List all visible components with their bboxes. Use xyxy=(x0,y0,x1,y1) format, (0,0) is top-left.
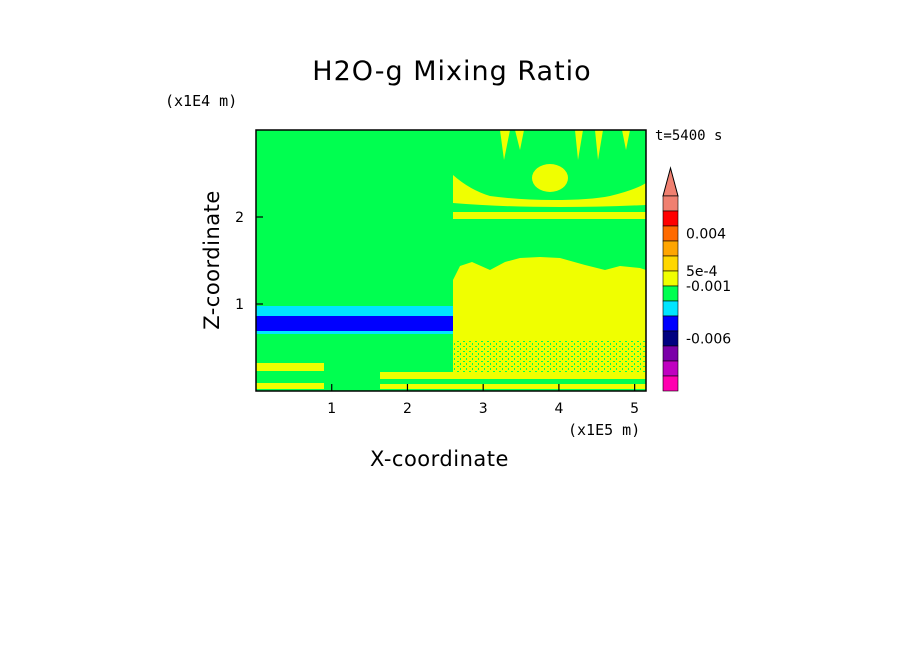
colorbar-label: -0.006 xyxy=(686,332,731,348)
colorbar-swatch xyxy=(662,255,679,272)
colorbar-swatch xyxy=(662,345,679,362)
yellow-streaks-top xyxy=(500,130,630,160)
colorbar-swatch xyxy=(662,315,679,332)
y-tick-label: 1 xyxy=(235,297,244,313)
colorbar-swatch xyxy=(662,270,679,287)
yellow-dome xyxy=(532,164,568,192)
colorbar-label: 0.004 xyxy=(686,227,726,243)
yellow-stripe xyxy=(453,212,646,219)
colorbar-label: -0.001 xyxy=(686,279,731,295)
yellow-blob-upper xyxy=(453,175,646,207)
yellow-low-left xyxy=(256,363,324,371)
colorbar-swatch xyxy=(662,375,679,392)
cyan-band-lower xyxy=(256,331,453,334)
colorbar-label: 5e-4 xyxy=(686,264,718,280)
yellow-low-left-2 xyxy=(256,383,324,389)
colorbar-labels: 0.004 5e-4-0.001 -0.006 xyxy=(686,227,731,348)
blue-band xyxy=(256,316,453,331)
x-axis-unit: (x1E5 m) xyxy=(568,421,641,439)
time-label: t=5400 s xyxy=(655,128,723,144)
y-tick-label: 2 xyxy=(235,210,244,226)
colorbar-swatch xyxy=(662,225,679,242)
colorbar-swatch xyxy=(662,330,679,347)
chart-title: H2O-g Mixing Ratio xyxy=(312,56,592,87)
x-tick-label: 3 xyxy=(479,401,488,417)
colorbar-swatch xyxy=(662,285,679,302)
colorbar-swatch xyxy=(662,360,679,377)
colorbar-swatch xyxy=(662,210,679,227)
y-axis-unit: (x1E4 m) xyxy=(165,92,238,110)
y-axis-ticks: 12 xyxy=(235,210,263,313)
x-axis-label: X-coordinate xyxy=(370,447,509,471)
colorbar-extend-arrow xyxy=(662,166,679,197)
contour-field xyxy=(256,130,646,391)
x-tick-label: 5 xyxy=(630,401,639,417)
yellow-low-right-2 xyxy=(380,384,646,389)
x-tick-label: 4 xyxy=(554,401,563,417)
colorbar-swatch xyxy=(662,195,679,212)
x-axis-ticks: 1 2 3 4 5 xyxy=(327,384,639,417)
x-tick-label: 1 xyxy=(327,401,336,417)
speckle-region xyxy=(453,340,646,374)
colorbar xyxy=(662,166,679,392)
plot-frame xyxy=(255,129,647,392)
x-tick-label: 2 xyxy=(403,401,412,417)
cyan-band xyxy=(256,306,453,316)
colorbar-swatch xyxy=(662,240,679,257)
yellow-low-right xyxy=(380,372,646,379)
colorbar-swatch xyxy=(662,300,679,317)
